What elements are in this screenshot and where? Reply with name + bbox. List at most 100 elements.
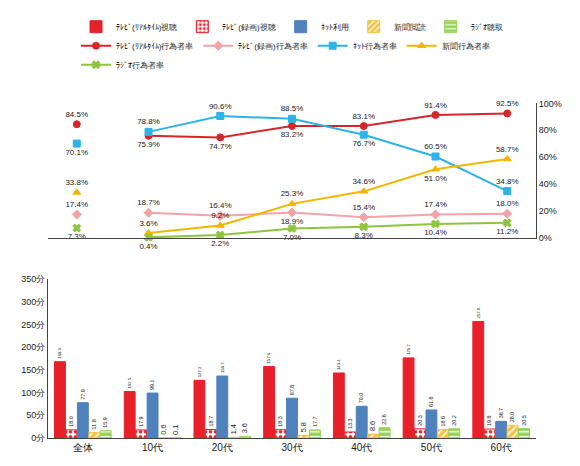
svg-text:17.4%: 17.4% [65,200,88,209]
svg-text:7.3%: 7.3% [68,232,86,241]
svg-text:74.7%: 74.7% [209,142,232,151]
svg-text:2.2%: 2.2% [211,239,229,248]
svg-text:18.6: 18.6 [440,416,446,426]
svg-text:58.7%: 58.7% [496,145,519,154]
svg-text:83.1%: 83.1% [352,112,375,121]
svg-text:20代: 20代 [212,442,233,453]
svg-text:50分: 50分 [26,410,45,420]
svg-text:15.9: 15.9 [102,417,108,427]
svg-text:18.3: 18.3 [277,416,283,426]
svg-text:28.0: 28.0 [509,412,515,422]
svg-text:17.7: 17.7 [312,416,318,426]
svg-text:176.7: 176.7 [406,344,411,355]
svg-text:157.6: 157.6 [266,352,271,363]
svg-text:17.9: 17.9 [138,416,144,426]
svg-text:18.0%: 18.0% [496,199,519,208]
svg-text:22.6: 22.6 [381,414,387,424]
svg-text:10.4%: 10.4% [424,228,447,237]
svg-text:91.4%: 91.4% [424,101,447,110]
svg-text:168.3: 168.3 [57,347,62,358]
svg-text:50代: 50代 [421,442,442,453]
svg-text:0%: 0% [539,233,552,243]
svg-text:70.1%: 70.1% [65,148,88,157]
svg-text:ﾃﾚﾋﾞ(録画)行為者率: ﾃﾚﾋﾞ(録画)行為者率 [238,42,307,51]
svg-text:0.6: 0.6 [159,424,168,434]
svg-text:60代: 60代 [491,442,512,453]
svg-text:200分: 200分 [21,342,45,352]
svg-text:350分: 350分 [21,274,45,284]
svg-text:20.5: 20.5 [521,415,527,425]
svg-text:11.2%: 11.2% [496,227,518,236]
svg-text:5.8: 5.8 [299,422,308,432]
svg-text:8.3%: 8.3% [355,231,373,240]
svg-text:75.9%: 75.9% [137,140,160,149]
svg-text:250分: 250分 [21,320,45,330]
svg-text:40%: 40% [539,179,557,189]
svg-text:30代: 30代 [281,442,302,453]
svg-text:0.1: 0.1 [171,425,180,435]
svg-text:新聞閲読: 新聞閲読 [394,23,426,32]
svg-text:25.3%: 25.3% [281,189,304,198]
svg-text:ﾈｯﾄ行為者率: ﾈｯﾄ行為者率 [353,42,397,51]
svg-text:3.6%: 3.6% [139,219,157,228]
svg-text:100分: 100分 [21,388,45,398]
svg-text:143.4: 143.4 [336,359,341,370]
svg-text:84.5%: 84.5% [65,110,88,119]
svg-text:127.2: 127.2 [197,366,202,377]
svg-text:18.7%: 18.7% [137,198,160,207]
svg-text:61.8: 61.8 [428,396,434,406]
svg-text:257.0: 257.0 [476,307,481,318]
svg-text:99.1: 99.1 [149,380,155,390]
svg-text:100%: 100% [539,99,562,109]
svg-text:60.5%: 60.5% [424,142,447,151]
svg-text:全体: 全体 [73,442,93,453]
svg-text:20.2: 20.2 [451,415,457,425]
svg-text:10代: 10代 [142,442,163,453]
svg-text:51.0%: 51.0% [424,174,447,183]
svg-text:70.0: 70.0 [358,393,364,403]
svg-text:34.6%: 34.6% [352,177,375,186]
svg-text:77.9: 77.9 [80,389,86,399]
svg-text:7.0%: 7.0% [283,233,301,242]
svg-text:3.6: 3.6 [240,423,249,433]
svg-text:ﾗｼﾞｵ行為者率: ﾗｼﾞｵ行為者率 [116,61,164,70]
svg-text:15.4%: 15.4% [352,203,375,212]
svg-text:150分: 150分 [21,365,45,375]
svg-text:19.8: 19.8 [486,416,492,426]
svg-text:20.3: 20.3 [417,415,423,425]
svg-text:88.5%: 88.5% [281,104,304,113]
svg-text:ﾃﾚﾋﾞ(録画)視聴: ﾃﾚﾋﾞ(録画)視聴 [222,23,275,32]
svg-text:92.5%: 92.5% [496,99,519,108]
svg-text:76.7%: 76.7% [352,139,375,148]
svg-text:0.4%: 0.4% [139,242,157,251]
svg-text:13.3: 13.3 [347,418,353,428]
svg-text:ﾈｯﾄ利用: ﾈｯﾄ利用 [321,23,349,32]
svg-text:300分: 300分 [21,297,45,307]
svg-text:16.4%: 16.4% [209,201,232,210]
svg-text:新聞行為者率: 新聞行為者率 [442,42,490,51]
svg-text:40代: 40代 [351,442,372,453]
svg-text:8.6: 8.6 [368,421,377,431]
svg-text:18.9%: 18.9% [281,217,304,226]
svg-text:90.6%: 90.6% [209,102,232,111]
svg-text:87.8: 87.8 [289,385,295,395]
svg-text:1.4: 1.4 [229,424,238,434]
svg-text:18.7: 18.7 [208,416,214,426]
svg-text:9.2%: 9.2% [211,211,229,220]
svg-text:78.8%: 78.8% [137,117,160,126]
svg-text:17.4%: 17.4% [424,200,447,209]
svg-text:136.7: 136.7 [220,362,225,373]
svg-text:ﾗｼﾞｵ聴取: ﾗｼﾞｵ聴取 [471,23,503,32]
svg-text:80%: 80% [539,125,557,135]
svg-text:0分: 0分 [31,433,45,443]
svg-text:ﾃﾚﾋﾞ(ﾘｱﾙﾀｲﾑ)行為者率: ﾃﾚﾋﾞ(ﾘｱﾙﾀｲﾑ)行為者率 [116,42,193,51]
svg-text:36.7: 36.7 [498,408,504,418]
svg-text:60%: 60% [539,152,557,162]
svg-text:83.2%: 83.2% [281,130,304,139]
svg-text:102.5: 102.5 [127,377,132,388]
svg-text:20%: 20% [539,206,557,216]
svg-text:34.8%: 34.8% [496,177,519,186]
svg-text:ﾃﾚﾋﾞ(ﾘｱﾙﾀｲﾑ)視聴: ﾃﾚﾋﾞ(ﾘｱﾙﾀｲﾑ)視聴 [116,23,177,32]
svg-text:11.8: 11.8 [91,419,97,429]
svg-text:33.8%: 33.8% [65,178,88,187]
